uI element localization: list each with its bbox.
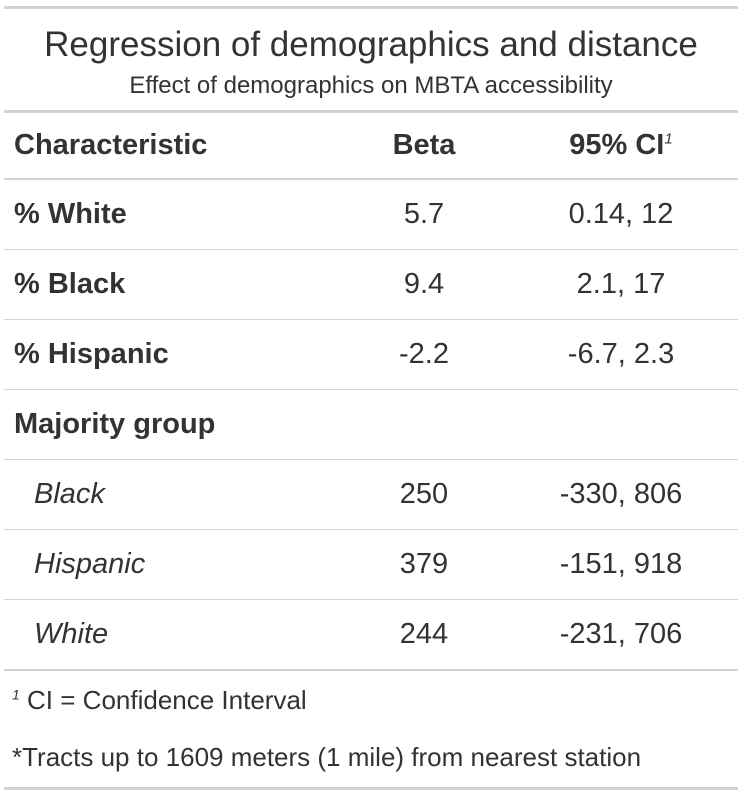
row-beta: 5.7 <box>344 179 504 250</box>
header-rule <box>4 110 738 113</box>
row-ci <box>504 389 738 460</box>
row-label: White <box>4 599 344 671</box>
row-label: % White <box>4 179 344 250</box>
row-label: Majority group <box>4 389 344 460</box>
table-row: Black 250 -330, 806 <box>4 459 738 530</box>
row-ci: 2.1, 17 <box>504 249 738 320</box>
header-beta: Beta <box>344 113 504 180</box>
table-row: % Black 9.4 2.1, 17 <box>4 249 738 320</box>
row-beta: 244 <box>344 599 504 671</box>
footnote-mark: 1 <box>12 686 20 703</box>
footnote-ci: 1 CI = Confidence Interval <box>4 685 738 716</box>
table-row: White 244 -231, 706 <box>4 599 738 671</box>
row-beta: 250 <box>344 459 504 530</box>
row-ci: 0.14, 12 <box>504 179 738 250</box>
row-label: % Hispanic <box>4 319 344 390</box>
table-row-group-header: Majority group <box>4 389 738 460</box>
row-beta: -2.2 <box>344 319 504 390</box>
row-ci: -6.7, 2.3 <box>504 319 738 390</box>
row-label: % Black <box>4 249 344 320</box>
header-characteristic: Characteristic <box>4 113 344 180</box>
row-ci: -151, 918 <box>504 529 738 600</box>
row-beta: 379 <box>344 529 504 600</box>
top-rule <box>4 6 738 9</box>
header-ci-label: 95% CI <box>569 129 665 161</box>
row-ci: -231, 706 <box>504 599 738 671</box>
row-beta <box>344 389 504 460</box>
row-label: Black <box>4 459 344 530</box>
table-subtitle: Effect of demographics on MBTA accessibi… <box>129 72 613 99</box>
header-row: Characteristic Beta 95% CI1 <box>4 113 738 180</box>
table-row: % White 5.7 0.14, 12 <box>4 179 738 250</box>
table-title: Regression of demographics and distance <box>44 25 698 64</box>
header-ci-footnote-mark: 1 <box>664 130 673 148</box>
footnote-ci-text: CI = Confidence Interval <box>27 685 307 715</box>
table-row: % Hispanic -2.2 -6.7, 2.3 <box>4 319 738 390</box>
footnote-source: *Tracts up to 1609 meters (1 mile) from … <box>12 742 642 772</box>
regression-table: Characteristic Beta 95% CI1 % White 5.7 … <box>4 113 738 671</box>
table-row: Hispanic 379 -151, 918 <box>4 529 738 600</box>
row-label: Hispanic <box>4 529 344 600</box>
row-ci: -330, 806 <box>504 459 738 530</box>
row-beta: 9.4 <box>344 249 504 320</box>
header-ci: 95% CI1 <box>504 113 738 180</box>
regression-table-container: Regression of demographics and distance … <box>4 6 738 790</box>
